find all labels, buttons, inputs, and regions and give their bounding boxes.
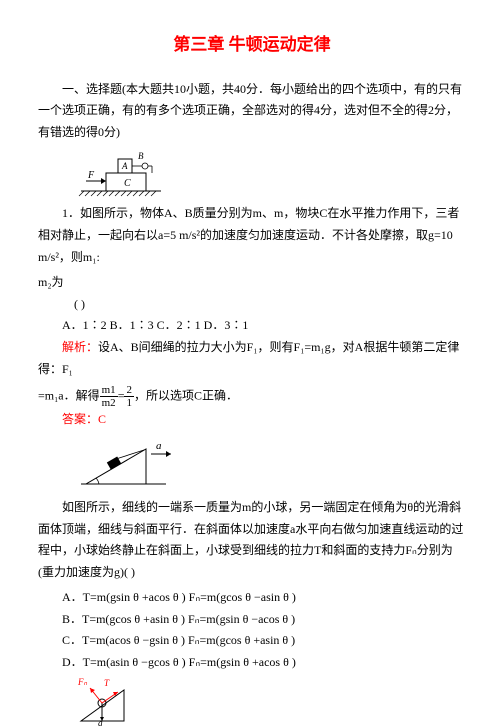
q1-options: A．1∶2 B．1∶3 C．2∶1 D．3∶1 [38,315,466,337]
q2-text: 如图所示，细线的一端系一质量为m的小球，另一端固定在倾角为θ的光滑斜面体顶端，细… [38,497,466,583]
q2-optA: A．T=m(gsin θ +acos θ ) Fₙ=m(gcos θ −asin… [38,587,466,609]
q1-answer: 答案：C [38,409,466,431]
frac-den: m2 [100,397,118,409]
fig1-label-f: F [87,170,95,181]
q1-text2: m₂为 [38,272,466,294]
fig2-label-a: a [156,440,162,452]
q2-optB: B．T=m(gcos θ +asin θ ) Fₙ=m(gsin θ −acos… [38,609,466,631]
frac-den2: 1 [124,397,134,409]
q1-solution-line1: 解析：设A、B间细绳的拉力大小为F₁，则有F₁=m₁g，对A根据牛顿第二定律得：… [38,337,466,380]
q1-text1: 1．如图所示，物体A、B质量分别为m、m，物块C在水平推力作用下，三者相对静止，… [38,203,466,268]
fig3-label-f: Fₙ [77,677,87,687]
fig1-label-b: B [138,151,144,161]
fig1-label-a: A [121,161,128,171]
q1-frac1: m1m2 [100,384,118,409]
q1-sol-post: ，所以选项C正确． [134,388,238,402]
frac-num: m1 [100,384,118,397]
q1-solution-line2: =m₁a．解得m1m2=21，所以选项C正确． [38,384,466,409]
q2-optC: C．T=m(acos θ −gsin θ ) Fₙ=m(gcos θ +asin… [38,630,466,652]
fig1-label-c: C [124,178,131,189]
answer-label: 答案： [62,412,98,426]
q2-optD: D．T=m(asin θ −gcos θ ) Fₙ=m(gsin θ +acos… [38,652,466,674]
fig3-label-g: g [98,718,103,726]
fig3-label-t: T [104,678,110,688]
answer-value: C [98,412,106,426]
q1-paren: ( ) [74,294,466,316]
q1-sol-mid: = [118,388,125,402]
chapter-title: 第三章 牛顿运动定律 [38,30,466,61]
q1-frac2: 21 [124,384,134,409]
q1-sol-pre: =m₁a．解得 [38,388,100,402]
figure-1: C A B F [76,151,466,197]
section-intro: 一、选择题(本大题共10小题，共40分．每小题给出的四个选项中，有的只有一个选项… [38,79,466,144]
solution-label: 解析： [62,340,98,354]
figure-3: Fₙ T g [76,676,466,726]
frac-num2: 2 [124,384,134,397]
q1-sol-text1: 设A、B间细绳的拉力大小为F₁，则有F₁=m₁g，对A根据牛顿第二定律得：F₁ [38,340,459,376]
figure-2: a [76,439,466,491]
